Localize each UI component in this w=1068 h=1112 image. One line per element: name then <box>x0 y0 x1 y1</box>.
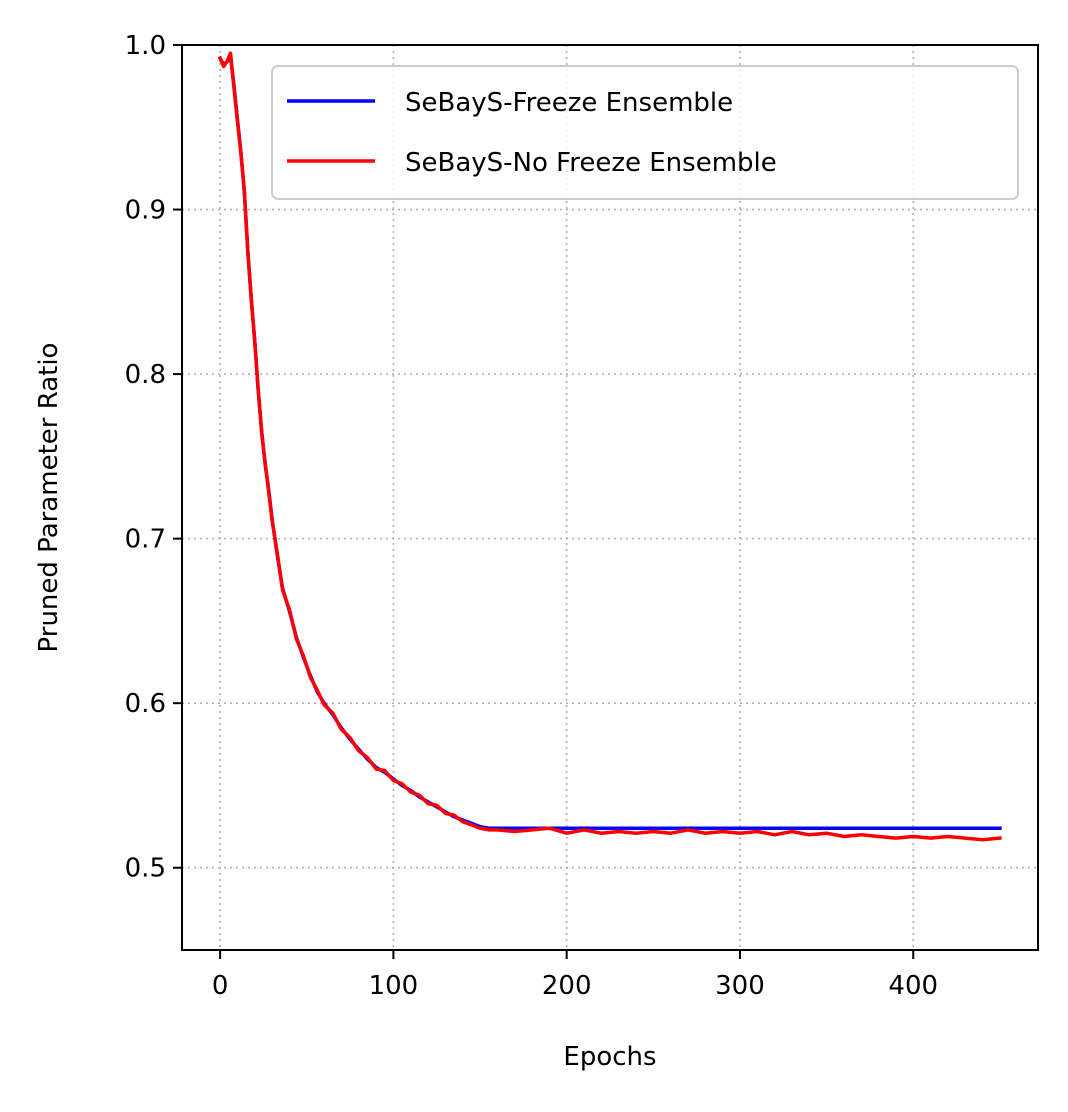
series-line-1 <box>217 51 1002 842</box>
x-tick-label-4: 400 <box>888 971 938 1001</box>
legend-label-no-freeze: SeBayS-No Freeze Ensemble <box>405 148 777 178</box>
legend-label-freeze: SeBayS-Freeze Ensemble <box>405 88 733 118</box>
x-tick-label-1: 100 <box>369 971 419 1001</box>
x-tick-label-0: 0 <box>212 971 229 1001</box>
y-tick-label-1: 0.6 <box>125 689 166 719</box>
y-tick-label-2: 0.7 <box>125 525 166 555</box>
x-axis-ticks: 0 100 200 300 400 <box>212 950 938 1001</box>
x-tick-label-2: 200 <box>542 971 592 1001</box>
plot-frame <box>181 44 1039 951</box>
y-axis-ticks: 0.5 0.6 0.7 0.8 0.9 1.0 <box>125 31 182 884</box>
y-axis-label: Pruned Parameter Ratio <box>34 343 64 653</box>
y-tick-label-0: 0.5 <box>125 854 166 884</box>
y-tick-label-4: 0.9 <box>125 196 166 226</box>
y-tick-label-5: 1.0 <box>125 31 166 61</box>
x-axis-label: Epochs <box>563 1042 656 1072</box>
y-tick-label-3: 0.8 <box>125 360 166 390</box>
legend: SeBayS-Freeze Ensemble SeBayS-No Freeze … <box>271 65 1019 200</box>
legend-box <box>271 65 1019 200</box>
series-lines <box>217 51 1002 842</box>
x-tick-label-3: 300 <box>715 971 765 1001</box>
